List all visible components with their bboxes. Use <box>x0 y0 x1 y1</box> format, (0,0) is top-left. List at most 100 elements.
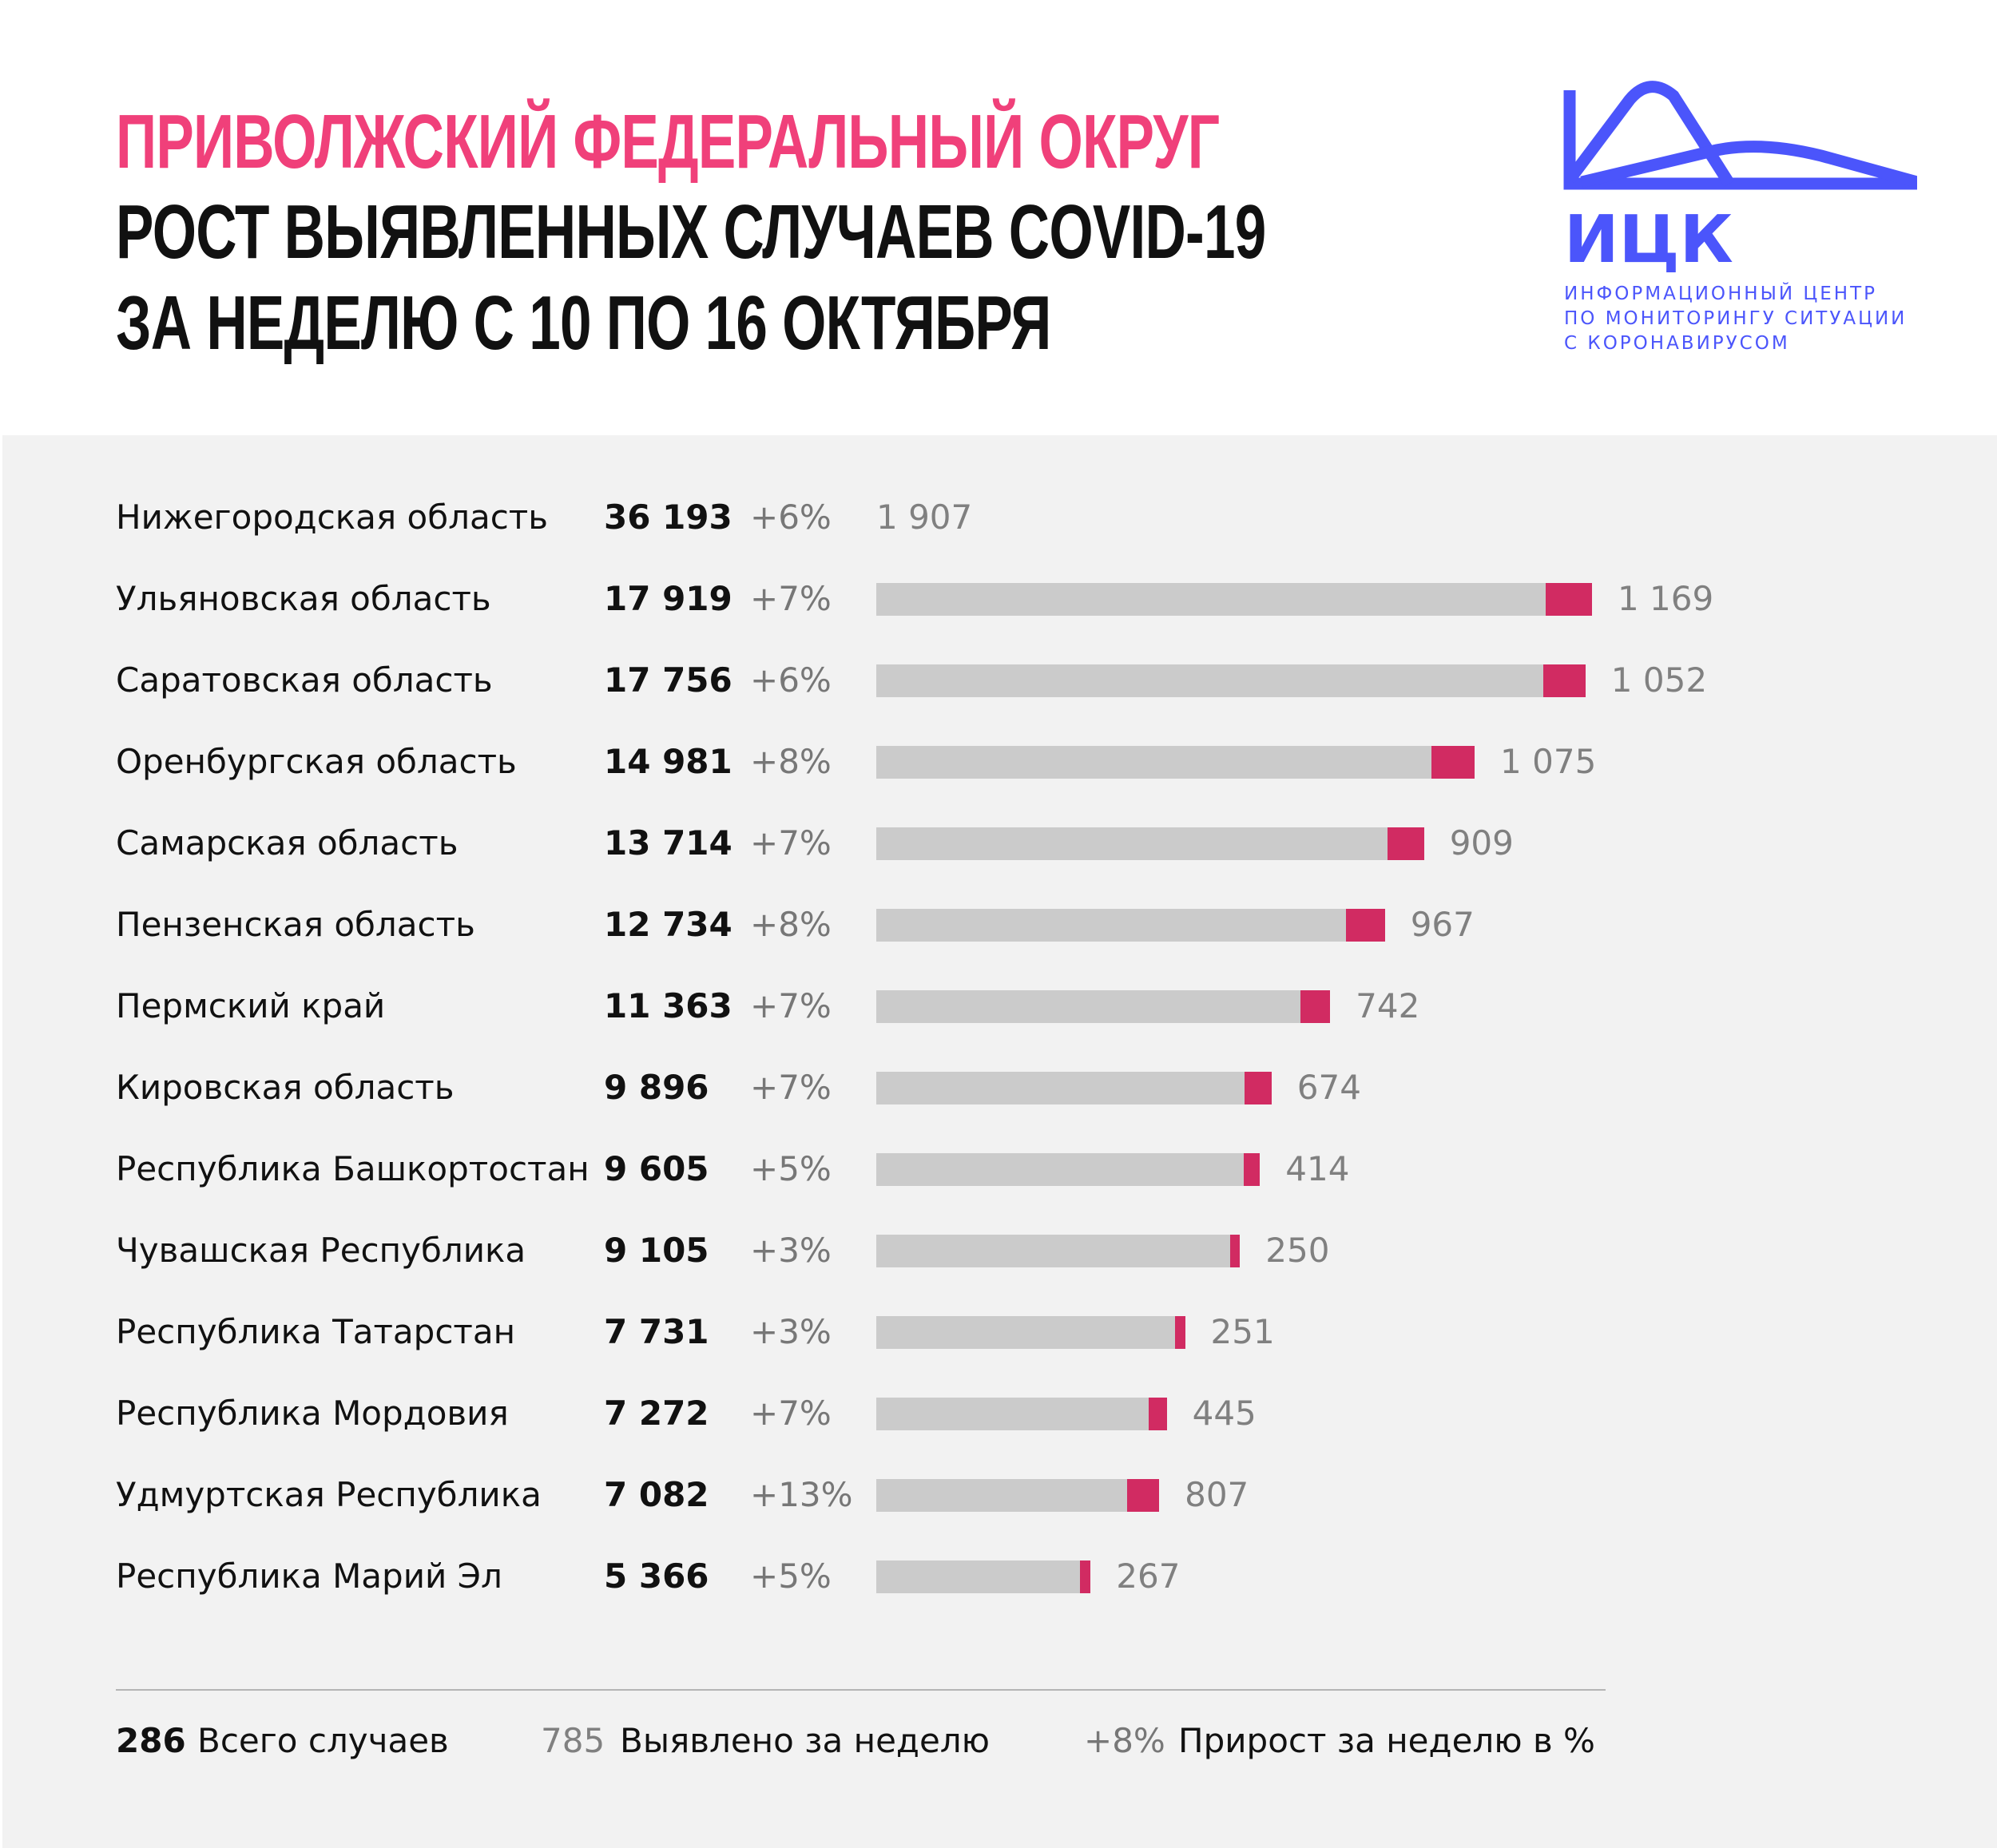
weekly-cases-label: 445 <box>1192 1394 1257 1433</box>
region-label: Пермский край <box>116 986 386 1025</box>
weekly-cases-label: 414 <box>1285 1149 1350 1188</box>
bar-weekly-cases <box>1388 827 1424 860</box>
total-cases-label: 7 731 <box>604 1312 709 1351</box>
weekly-cases-label: 1 052 <box>1610 660 1708 700</box>
bar-prior-cases <box>876 1316 1175 1349</box>
weekly-cases-label: 251 <box>1210 1312 1275 1351</box>
region-title: ПРИВОЛЖСКИЙ ФЕДЕРАЛЬНЫЙ ОКРУГ <box>116 99 1220 184</box>
total-cases-label: 9 896 <box>604 1068 709 1107</box>
bar-weekly-cases <box>1149 1398 1167 1430</box>
chart-row: Нижегородская область 36 193 +6% 1 907 <box>0 494 1997 541</box>
region-label: Удмуртская Республика <box>116 1475 542 1514</box>
chart-row: Самарская область 13 714 +7% 909 <box>0 819 1997 867</box>
total-cases-label: 7 272 <box>604 1394 709 1433</box>
growth-label: +8% <box>750 742 832 781</box>
bar-prior-cases <box>876 1479 1127 1512</box>
bar-weekly-cases <box>1175 1316 1185 1349</box>
chart-row: Республика Мордовия 7 272 +7% 445 <box>0 1390 1997 1438</box>
region-label: Республика Татарстан <box>116 1312 516 1351</box>
region-label: Республика Мордовия <box>116 1394 509 1433</box>
total-cases-label: 17 919 <box>604 579 732 618</box>
bar-prior-cases <box>876 746 1432 779</box>
region-label: Оренбургская область <box>116 742 517 781</box>
weekly-cases-label: 909 <box>1449 823 1514 863</box>
growth-label: +3% <box>750 1231 832 1270</box>
chart-row: Республика Марий Эл 5 366 +5% 267 <box>0 1553 1997 1600</box>
chart-row: Оренбургская область 14 981 +8% 1 075 <box>0 738 1997 786</box>
region-label: Ульяновская область <box>116 579 491 618</box>
weekly-cases-label: 674 <box>1296 1068 1361 1107</box>
bar-prior-cases <box>876 1153 1244 1186</box>
growth-label: +7% <box>750 986 832 1025</box>
total-cases-label: 9 605 <box>604 1149 709 1188</box>
bar-prior-cases <box>876 909 1347 942</box>
logo-text-3: С КОРОНАВИРУСОМ <box>1564 333 1790 354</box>
total-cases-label: 11 363 <box>604 986 732 1025</box>
region-label: Кировская область <box>116 1068 455 1107</box>
chart-row: Республика Башкортостан 9 605 +5% 414 <box>0 1145 1997 1193</box>
weekly-cases-label: 742 <box>1356 986 1420 1025</box>
growth-label: +6% <box>750 660 832 700</box>
bar-weekly-cases <box>1300 990 1331 1023</box>
chart-row: Пермский край 11 363 +7% 742 <box>0 982 1997 1030</box>
chart-row: Чувашская Республика 9 105 +3% 250 <box>0 1227 1997 1275</box>
chart-row: Пензенская область 12 734 +8% 967 <box>0 901 1997 949</box>
growth-label: +6% <box>750 498 832 537</box>
bar-prior-cases <box>876 583 1546 616</box>
weekly-cases-label: 1 907 <box>876 498 973 537</box>
total-cases-label: 36 193 <box>604 498 732 537</box>
growth-label: +7% <box>750 579 832 618</box>
weekly-cases-label: 967 <box>1410 905 1475 944</box>
total-cases-label: 13 714 <box>604 823 732 863</box>
bar-weekly-cases <box>1545 583 1592 616</box>
region-label: Чувашская Республика <box>116 1231 526 1270</box>
bar-weekly-cases <box>1229 1235 1241 1267</box>
region-label: Самарская область <box>116 823 459 863</box>
footer-divider <box>116 1689 1606 1691</box>
region-label: Республика Башкортостан <box>116 1149 590 1188</box>
region-label: Пензенская область <box>116 905 475 944</box>
region-label: Республика Марий Эл <box>116 1557 502 1596</box>
total-cases-label: 5 366 <box>604 1557 709 1596</box>
growth-label: +13% <box>750 1475 853 1514</box>
bar-prior-cases <box>876 1072 1245 1104</box>
chart-row: Саратовская область 17 756 +6% 1 052 <box>0 656 1997 704</box>
bar-prior-cases <box>876 1235 1230 1267</box>
bar-weekly-cases <box>1431 746 1475 779</box>
chart-row: Ульяновская область 17 919 +7% 1 169 <box>0 575 1997 623</box>
logo-text-2: ПО МОНИТОРИНГУ СИТУАЦИИ <box>1564 308 1907 329</box>
total-cases-label: 14 981 <box>604 742 732 781</box>
logo-text-1: ИНФОРМАЦИОННЫЙ ЦЕНТР <box>1564 282 1877 304</box>
bar-prior-cases <box>876 827 1388 860</box>
legend-total-label: Всего случаев <box>197 1721 449 1760</box>
bar-prior-cases <box>876 664 1544 697</box>
bar-weekly-cases <box>1243 1153 1261 1186</box>
bar-weekly-cases <box>1079 1560 1091 1593</box>
bar-prior-cases <box>876 990 1301 1023</box>
weekly-cases-label: 267 <box>1116 1557 1181 1596</box>
bar-weekly-cases <box>1543 664 1586 697</box>
total-cases-label: 9 105 <box>604 1231 709 1270</box>
curve-logo-icon <box>1563 81 1917 190</box>
itsk-logo: ИЦК ИНФОРМАЦИОННЫЙ ЦЕНТР ПО МОНИТОРИНГУ … <box>1563 81 1917 354</box>
legend-total-value: 286 <box>116 1721 186 1760</box>
chart-row: Удмуртская Республика 7 082 +13% 807 <box>0 1471 1997 1519</box>
growth-label: +7% <box>750 823 832 863</box>
region-label: Нижегородская область <box>116 498 549 537</box>
bar-prior-cases <box>876 1398 1149 1430</box>
chart-title-line-1: РОСТ ВЫЯВЛЕННЫХ СЛУЧАЕВ COVID-19 <box>116 189 1266 275</box>
growth-label: +3% <box>750 1312 832 1351</box>
bar-weekly-cases <box>1346 909 1385 942</box>
growth-label: +7% <box>750 1394 832 1433</box>
legend-growth-value: +8% <box>1084 1721 1165 1760</box>
chart-row: Республика Татарстан 7 731 +3% 251 <box>0 1308 1997 1356</box>
bar-weekly-cases <box>1245 1072 1272 1104</box>
bar-prior-cases <box>876 1560 1080 1593</box>
growth-label: +5% <box>750 1557 832 1596</box>
weekly-cases-label: 1 075 <box>1500 742 1597 781</box>
logo-abbr: ИЦК <box>1564 202 1733 278</box>
total-cases-label: 12 734 <box>604 905 732 944</box>
total-cases-label: 7 082 <box>604 1475 709 1514</box>
legend-week-label: Выявлено за неделю <box>620 1721 990 1760</box>
legend-growth-label: Прирост за неделю в % <box>1178 1721 1595 1760</box>
